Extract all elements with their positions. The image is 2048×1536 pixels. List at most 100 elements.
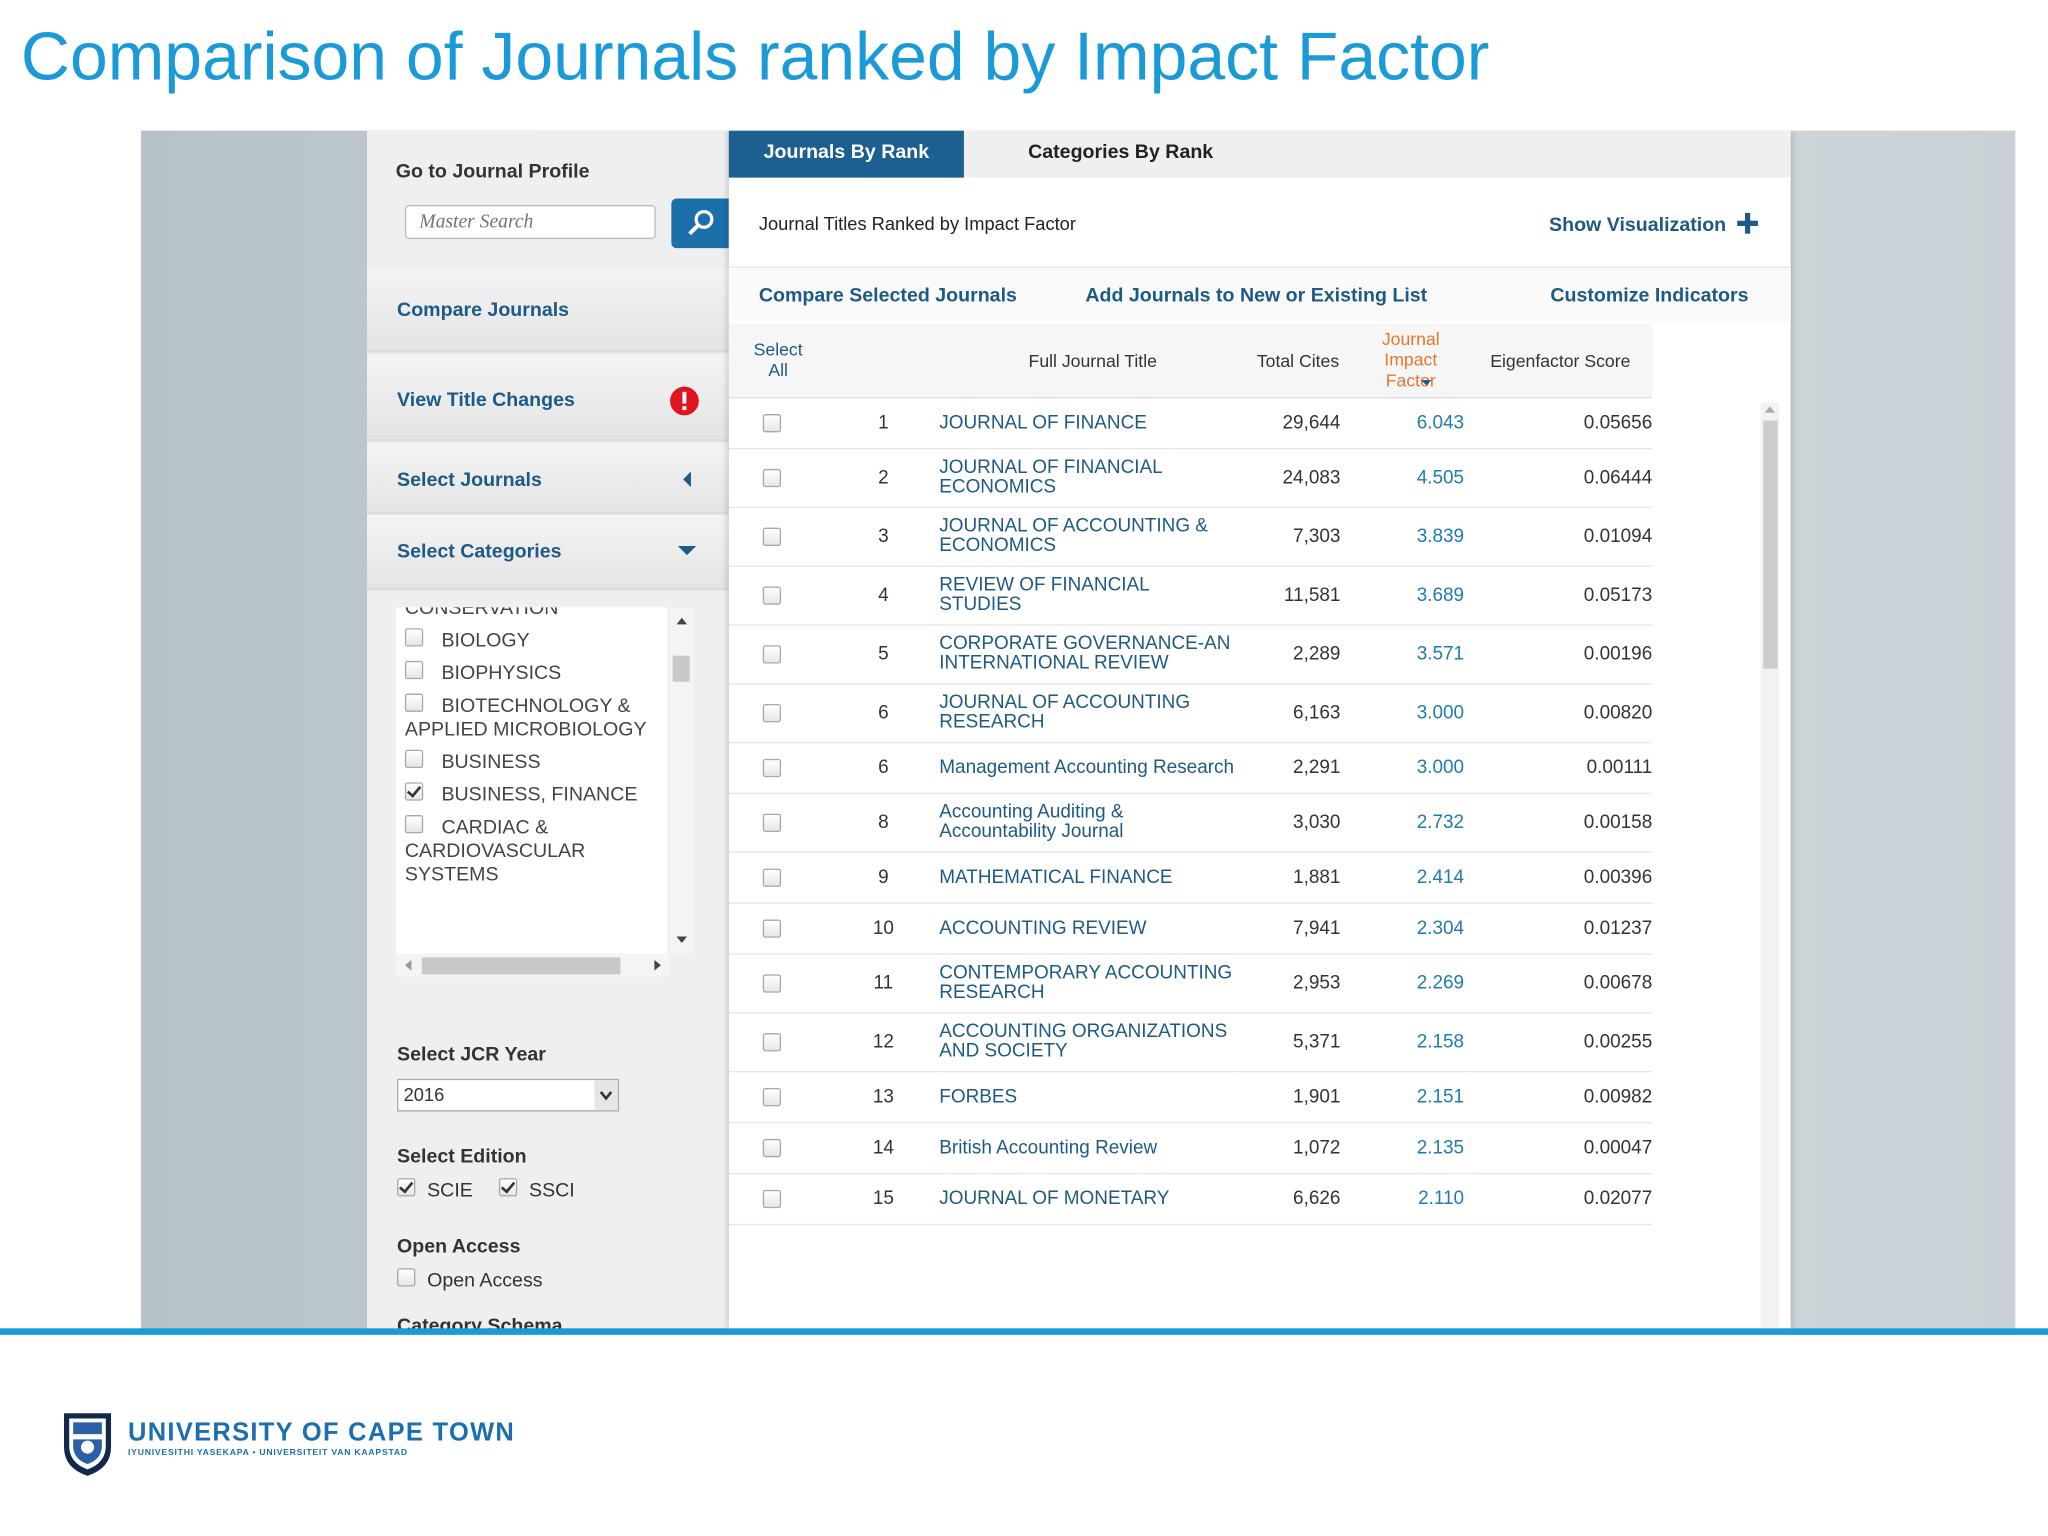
checkbox[interactable]: [762, 527, 781, 547]
category-item: BIOPHYSICS: [396, 657, 668, 690]
checkbox[interactable]: [404, 815, 424, 834]
journal-title[interactable]: JOURNAL OF FINANCE: [939, 397, 1236, 450]
total-cites: 1,901: [1235, 1071, 1341, 1124]
search-input[interactable]: [404, 205, 656, 240]
select-cell: [728, 903, 828, 955]
total-cites: 11,581: [1235, 566, 1341, 626]
journal-title[interactable]: ACCOUNTING ORGANIZATIONS AND SOCIETY: [939, 1012, 1236, 1073]
journal-title[interactable]: ACCOUNTING REVIEW: [939, 903, 1236, 955]
journal-title[interactable]: Management Accounting Research: [939, 742, 1236, 795]
checkbox[interactable]: [762, 1088, 781, 1107]
table-header: Select All Full Journal Title Total Cite…: [728, 323, 1653, 399]
journal-title[interactable]: JOURNAL OF ACCOUNTING & ECONOMICS: [939, 507, 1236, 567]
category-item: CONSERVATION: [396, 607, 668, 624]
rank: 4: [827, 566, 940, 626]
tab[interactable]: Categories By Rank: [1028, 141, 1214, 164]
list-hscrollbar[interactable]: [395, 953, 671, 977]
checkbox[interactable]: [762, 414, 781, 433]
total-cites: 6,163: [1235, 683, 1341, 744]
impact-factor: 4.505: [1340, 448, 1465, 509]
checkbox[interactable]: [762, 704, 781, 723]
checkbox[interactable]: [397, 1178, 416, 1197]
impact-factor: 2.135: [1340, 1122, 1465, 1175]
journal-row: 6 Management Accounting Research 2,291 3.00…: [728, 742, 1653, 795]
main-panel: Journals By Rank Categories By Rank Jour…: [728, 130, 1791, 1330]
journal-title[interactable]: FORBES: [939, 1071, 1236, 1124]
impact-factor: 2.269: [1340, 954, 1465, 1014]
journal-row: 8 Accounting Auditing & Accountability Jo…: [728, 793, 1653, 853]
select-categories[interactable]: Select Categories: [367, 514, 729, 591]
category-label: BIOLOGY: [441, 629, 530, 652]
checkbox[interactable]: [762, 974, 781, 993]
rank: 6: [827, 683, 940, 744]
eigenfactor: 0.00396: [1464, 852, 1653, 904]
checkbox[interactable]: [762, 1190, 781, 1209]
category-label: CONSERVATION: [404, 607, 559, 620]
select-all[interactable]: Select All: [728, 323, 828, 399]
impact-factor: 2.414: [1340, 852, 1465, 904]
checkbox[interactable]: [762, 586, 781, 605]
journal-title[interactable]: JOURNAL OF ACCOUNTING RESEARCH: [939, 683, 1236, 744]
checkbox[interactable]: [498, 1178, 518, 1197]
journal-row: 5 CORPORATE GOVERNANCE-AN INTERNATIONAL R…: [728, 624, 1653, 685]
checkbox[interactable]: [762, 645, 781, 664]
checkbox[interactable]: [762, 469, 781, 488]
university-tagline: IYUNIVESITHI YASEKAPA • UNIVERSITEIT VAN…: [127, 1448, 408, 1458]
checkbox[interactable]: [404, 782, 424, 801]
journal-row: 3 JOURNAL OF ACCOUNTING & ECONOMICS 7,303 3…: [728, 507, 1653, 567]
jcr-year-label: Select JCR Year: [397, 1043, 546, 1066]
rank: 8: [827, 793, 940, 853]
checkbox[interactable]: [404, 693, 424, 712]
journal-title[interactable]: British Accounting Review: [939, 1122, 1236, 1175]
eigenfactor: 0.00678: [1464, 954, 1653, 1014]
checkbox[interactable]: [762, 813, 781, 833]
rank: 12: [827, 1012, 940, 1073]
table-scrollbar[interactable]: [1760, 402, 1779, 1330]
list-scrollbar[interactable]: [670, 607, 694, 954]
checkbox[interactable]: [762, 1033, 781, 1052]
checkbox[interactable]: [404, 660, 424, 680]
journal-title[interactable]: CONTEMPORARY ACCOUNTING RESEARCH: [939, 954, 1236, 1014]
rank: 9: [827, 852, 940, 904]
checkbox[interactable]: [404, 749, 424, 769]
total-cites: 1,072: [1235, 1122, 1341, 1175]
checkbox[interactable]: [397, 1268, 416, 1287]
select-cell: [728, 566, 828, 626]
journal-title[interactable]: JOURNAL OF MONETARY: [939, 1173, 1236, 1226]
compare-journals[interactable]: Compare Journals: [367, 267, 729, 353]
total-cites: 5,371: [1235, 1012, 1341, 1073]
slide-title: Comparison of Journals ranked by Impact …: [20, 19, 1490, 96]
search-button[interactable]: [671, 198, 729, 249]
category-item: BUSINESS: [396, 746, 668, 779]
checkbox[interactable]: [404, 628, 424, 647]
journal-title[interactable]: Accounting Auditing & Accountability Jou…: [939, 793, 1236, 853]
checkbox[interactable]: [762, 919, 781, 939]
journal-title[interactable]: CORPORATE GOVERNANCE-AN INTERNATIONAL RE…: [939, 624, 1236, 685]
category-label: CARDIAC & CARDIOVASCULAR SYSTEMS: [404, 816, 586, 886]
column-header-sorted[interactable]: Journal Impact Factor: [1340, 323, 1465, 399]
action-link[interactable]: Compare Selected Journals: [758, 284, 1017, 307]
title-changes-label: View Title Changes: [397, 389, 575, 412]
checkbox[interactable]: [762, 759, 781, 778]
action-link[interactable]: Add Journals to New or Existing List: [1085, 284, 1428, 307]
action-link[interactable]: Customize Indicators: [1550, 284, 1749, 307]
eigenfactor: 0.00111: [1464, 742, 1653, 795]
journal-title[interactable]: JOURNAL OF FINANCIAL ECONOMICS: [939, 448, 1236, 509]
column-header: Select All: [753, 339, 803, 381]
journal-title[interactable]: REVIEW OF FINANCIAL STUDIES: [939, 566, 1236, 626]
show-visualization[interactable]: Show Visualization: [1549, 212, 1758, 236]
view-title-changes[interactable]: View Title Changes: [367, 355, 729, 442]
journal-title[interactable]: MATHEMATICAL FINANCE: [939, 852, 1236, 904]
checkbox[interactable]: [762, 868, 781, 888]
jcr-year-value: 2016: [403, 1084, 445, 1105]
table-body: 1 JOURNAL OF FINANCE 29,644 6.043 0.05656 2 JO…: [728, 397, 1653, 1226]
jcr-year-select[interactable]: 2016: [397, 1078, 620, 1112]
select-cell: [728, 1071, 828, 1124]
category-item: CARDIAC & CARDIOVASCULAR SYSTEMS: [396, 811, 668, 891]
tab-active[interactable]: Journals By Rank: [728, 130, 964, 178]
journal-row: 15 JOURNAL OF MONETARY 6,626 2.110 0.02077: [728, 1173, 1653, 1226]
select-cell: [728, 397, 828, 450]
select-journals[interactable]: Select Journals: [367, 444, 729, 515]
checkbox[interactable]: [762, 1139, 781, 1158]
eigenfactor: 0.01094: [1464, 507, 1653, 567]
